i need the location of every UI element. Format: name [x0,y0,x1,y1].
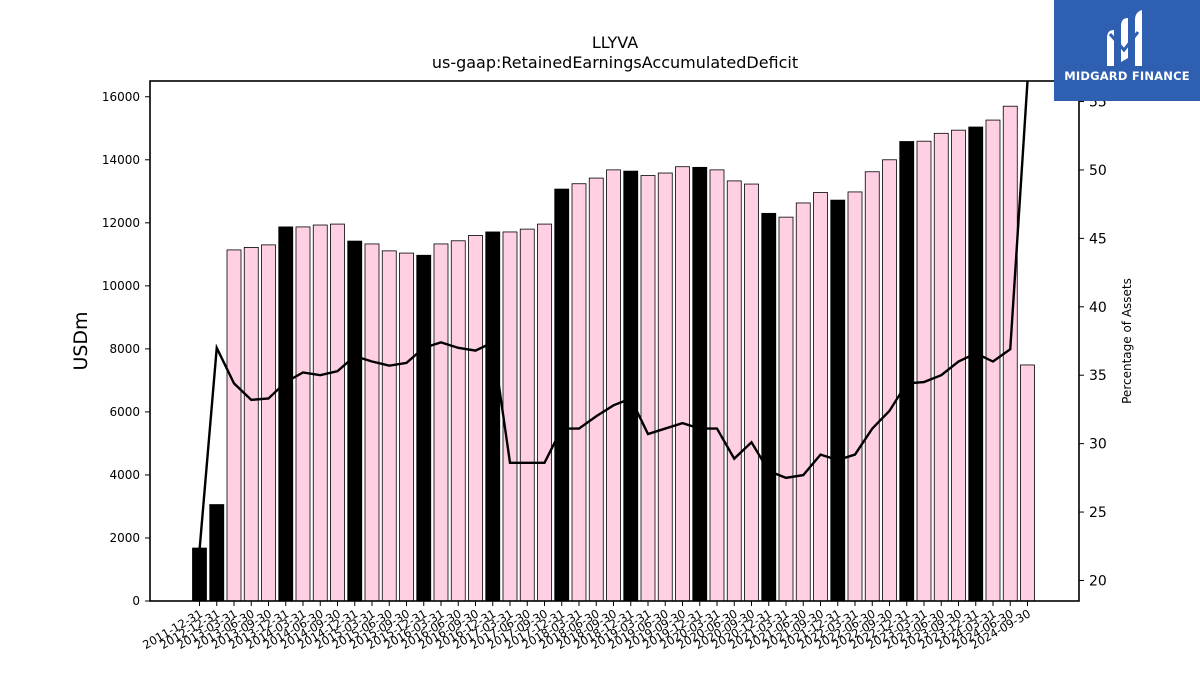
bar-quarterly [226,249,242,602]
bar-quarterly [640,175,656,602]
y2-axis-label: Percentage of Assets [1120,278,1134,404]
bar-quarterly [502,231,518,602]
y2-tick-label: 20 [1089,573,1107,589]
brand-name: MIDGARD FINANCE [1064,69,1190,83]
bar-annual [416,254,432,602]
bar-quarterly [778,216,794,602]
bar-quarterly [726,180,742,602]
bar-quarterly [571,183,587,602]
bar-quarterly [882,159,897,602]
y-tick-label: 12000 [102,216,140,230]
y-tick-label: 16000 [102,90,140,104]
bar-quarterly [450,240,466,602]
bar-quarterly [468,235,483,602]
y2-tick-label: 40 [1089,300,1107,316]
bar-quarterly [330,223,345,602]
y2-tick-label: 30 [1089,437,1107,453]
bar-quarterly [744,183,759,602]
y-tick-label: 2000 [109,531,140,545]
bar-series [192,105,1035,602]
y2-tick-label: 50 [1089,163,1107,179]
bar-annual [761,212,777,602]
bar-quarterly [795,202,811,602]
y2-tick-label: 45 [1089,231,1107,247]
bar-quarterly [606,169,621,602]
bar-annual [623,170,639,602]
bar-annual [830,199,846,602]
bar-annual [968,126,984,602]
bar-quarterly [933,132,949,602]
bar-quarterly [657,172,673,602]
plot-frame [149,80,1080,602]
bar-quarterly [537,223,552,602]
y-tick-label: 14000 [102,153,140,167]
y-tick-label: 8000 [109,342,140,356]
y-tick-label: 6000 [109,405,140,419]
bar-quarterly [847,191,863,602]
bar-annual [192,547,207,602]
bar-quarterly [312,224,328,602]
bar-quarterly [295,226,311,602]
chart-subtitle: us-gaap:RetainedEarningsAccumulatedDefic… [432,53,798,72]
bar-annual [347,240,363,602]
bar-annual [278,226,294,602]
brand-logo: MIDGARD FINANCE [1054,0,1200,101]
y-tick-label: 0 [132,594,140,608]
bar-annual [209,504,225,602]
bar-quarterly [399,252,414,602]
y2-tick-label: 35 [1089,368,1107,384]
bar-annual [485,231,501,602]
x-axis: 2011-12-312012-12-312013-03-312013-06-30… [140,601,1033,652]
bar-quarterly [864,171,880,602]
bar-quarterly [243,246,259,602]
bar-quarterly [709,169,725,602]
y-tick-label: 10000 [102,279,140,293]
bar-annual [554,188,570,602]
percentage-of-assets-line [198,80,1029,551]
bar-quarterly [261,244,276,602]
bar-annual [692,166,708,602]
bar-annual [899,141,915,602]
bar-quarterly [813,192,828,602]
bar-quarterly [1020,364,1035,602]
bar-quarterly [588,177,604,602]
bar-quarterly [916,140,932,602]
y2-tick-label: 25 [1089,505,1107,521]
bar-quarterly [433,243,449,602]
bar-quarterly [364,243,380,602]
y-axis-label: USDm [70,311,92,370]
y-tick-label: 4000 [109,468,140,482]
bar-quarterly [519,228,535,602]
bar-quarterly [381,250,397,602]
midgard-m-logo-icon [1107,10,1142,66]
chart-title: LLYVA [592,33,638,52]
bar-quarterly [675,166,690,602]
y-axis-left: 0 2000 4000 6000 8000 10000 12000 14000 16000 [102,90,150,608]
